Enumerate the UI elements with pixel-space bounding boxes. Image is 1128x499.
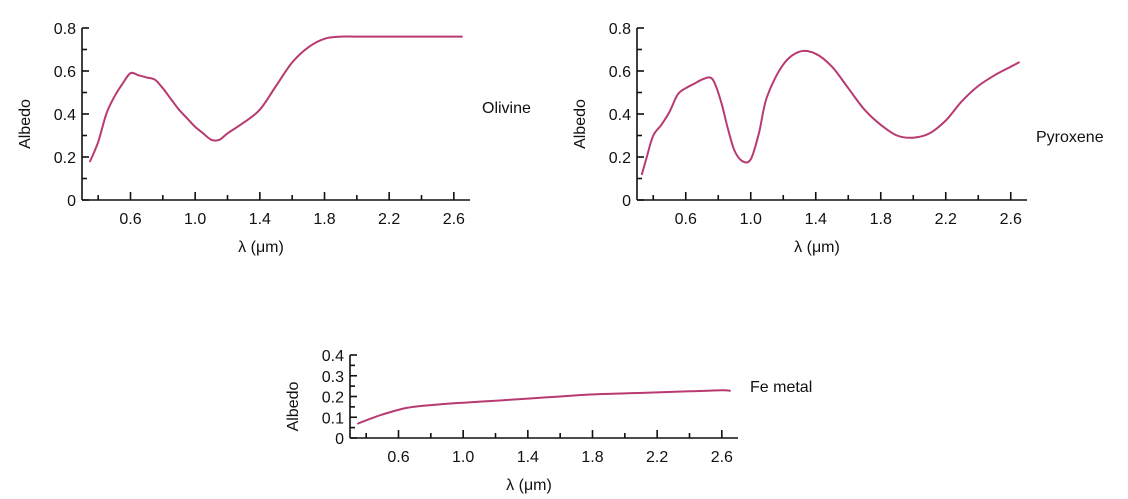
x-tick-label: 1.0 [740, 211, 762, 228]
y-tick-label: 0.4 [322, 348, 344, 365]
olivine-panel: 0 0.2 0.4 0.6 0.8 0.6 1.0 1.4 1.8 2.2 2.6 λ (μm) Alb… [0, 0, 560, 280]
x-tick-label: 1.8 [870, 211, 892, 228]
x-tick-label: 1.0 [184, 211, 206, 228]
y-axis-label: Albedo [572, 99, 589, 149]
y-tick-label: 0.4 [54, 107, 76, 124]
x-tick-label: 2.6 [711, 449, 733, 466]
olivine-plot: 0 0.2 0.4 0.6 0.8 0.6 1.0 1.4 1.8 2.2 2.6 λ (μm) Alb… [17, 21, 531, 256]
x-tick-label: 1.4 [805, 211, 827, 228]
olivine-chart: 0 0.2 0.4 0.6 0.8 0.6 1.0 1.4 1.8 2.2 2.6 λ (μm) Alb… [17, 21, 531, 256]
x-tick-label: 0.6 [119, 211, 141, 228]
fe-metal-panel: 0 0.1 0.2 0.3 0.4 0.6 1.0 1.4 1.8 2.2 2.6 λ (μm) Alb… [270, 330, 830, 499]
y-tick-label: 0 [67, 193, 76, 210]
x-axis-label: λ (μm) [238, 239, 284, 256]
x-tick-label: 2.6 [443, 211, 465, 228]
y-tick-label: 0 [335, 431, 344, 448]
x-tick-label: 1.8 [581, 449, 603, 466]
fe-metal-series-line [357, 389, 731, 425]
olivine-series-line [89, 35, 463, 163]
y-tick-label: 0.6 [54, 64, 76, 81]
y-tick-label: 0.2 [54, 150, 76, 167]
y-tick-label: 0 [622, 193, 631, 210]
y-tick-label: 0.3 [322, 369, 344, 386]
y-axis-label: Albedo [285, 381, 302, 431]
y-tick-label: 0.2 [322, 390, 344, 407]
pyroxene-series-line [640, 49, 1020, 176]
x-tick-label: 1.4 [249, 211, 271, 228]
x-tick-label: 2.2 [935, 211, 957, 228]
x-tick-label: 2.6 [1000, 211, 1022, 228]
x-tick-label: 1.0 [452, 449, 474, 466]
pyroxene-plot: 0 0.2 0.4 0.6 0.8 0.6 1.0 1.4 1.8 2.2 2.6 λ (μm) Alb… [572, 21, 1104, 256]
x-tick-label: 0.6 [387, 449, 409, 466]
x-tick-label: 1.4 [517, 449, 539, 466]
fe-metal-chart: 0 0.1 0.2 0.3 0.4 0.6 1.0 1.4 1.8 2.2 2.6 λ (μm) Alb… [285, 348, 812, 494]
y-tick-label: 0.4 [609, 107, 631, 124]
y-tick-label: 0.1 [322, 410, 344, 427]
pyroxene-chart: 0 0.2 0.4 0.6 0.8 0.6 1.0 1.4 1.8 2.2 2.6 λ (μm) Alb… [572, 21, 1104, 256]
x-tick-label: 1.8 [313, 211, 335, 228]
y-tick-label: 0.2 [609, 150, 631, 167]
x-axis-label: λ (μm) [794, 239, 840, 256]
y-tick-label: 0.8 [54, 21, 76, 38]
y-tick-label: 0.8 [609, 21, 631, 38]
y-tick-label: 0.6 [609, 64, 631, 81]
y-axis-label: Albedo [17, 99, 34, 149]
x-tick-label: 2.2 [646, 449, 668, 466]
pyroxene-panel: 0 0.2 0.4 0.6 0.8 0.6 1.0 1.4 1.8 2.2 2.6 λ (μm) Alb… [560, 0, 1128, 280]
pyroxene-label: Pyroxene [1036, 129, 1104, 146]
fe-metal-label: Fe metal [750, 379, 812, 396]
olivine-label: Olivine [482, 100, 531, 117]
x-tick-label: 0.6 [675, 211, 697, 228]
x-tick-label: 2.2 [378, 211, 400, 228]
fe-metal-plot: 0 0.1 0.2 0.3 0.4 0.6 1.0 1.4 1.8 2.2 2.6 λ (μm) Alb… [285, 348, 812, 494]
x-axis-label: λ (μm) [506, 477, 552, 494]
